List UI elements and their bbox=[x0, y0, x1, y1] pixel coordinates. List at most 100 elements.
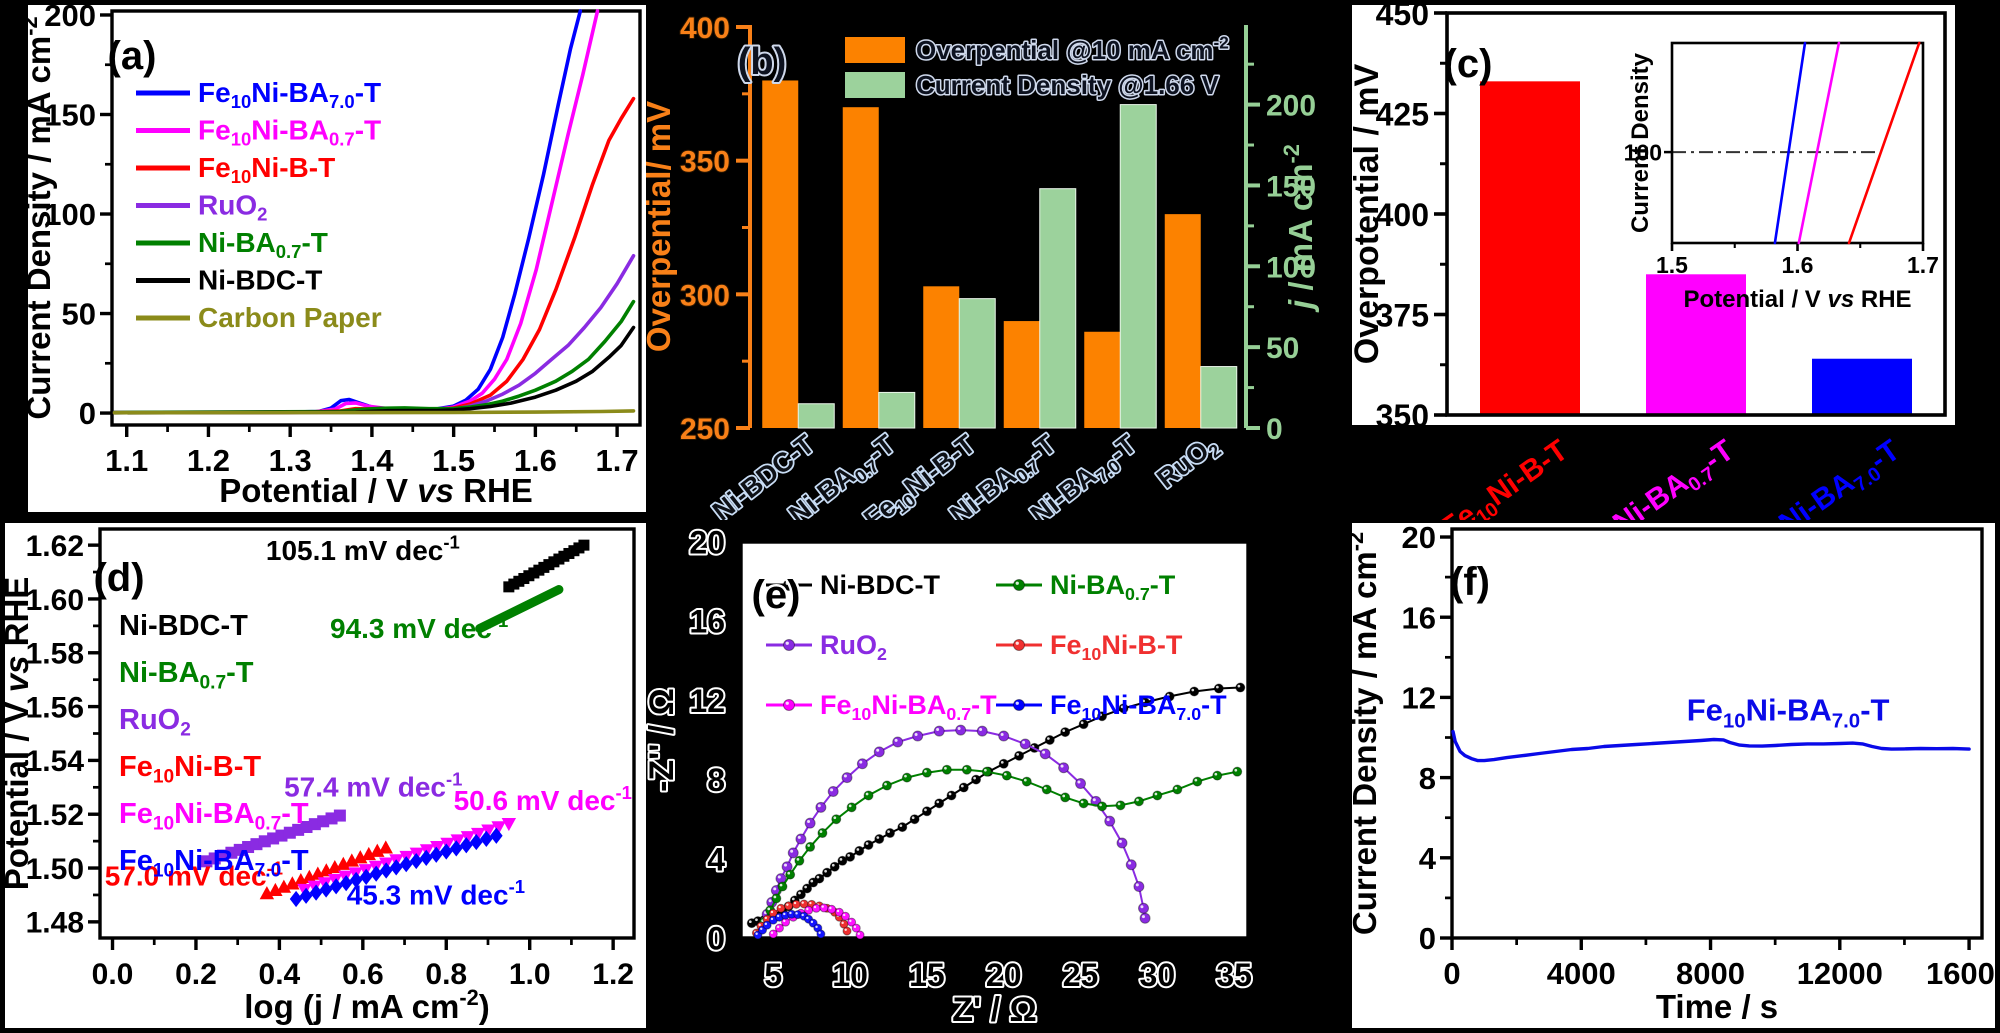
svg-text:400: 400 bbox=[680, 12, 730, 45]
svg-text:Overpential @10 mA cm-2: Overpential @10 mA cm-2 bbox=[916, 33, 1229, 65]
svg-text:log (j / mA cm-2): log (j / mA cm-2) bbox=[244, 985, 490, 1025]
svg-text:Ni-BDC-T: Ni-BDC-T bbox=[198, 265, 322, 296]
panel-e-nyquist-chart: 5 10 15 20 25 30 35 0 4 8 12 16 20 Z' / Ω -Z'' / Ω Ni-B… bbox=[641, 520, 1352, 1033]
svg-text:8: 8 bbox=[1419, 761, 1436, 796]
svg-text:0.6: 0.6 bbox=[342, 958, 384, 991]
svg-text:375: 375 bbox=[1376, 298, 1429, 334]
svg-text:250: 250 bbox=[680, 413, 730, 446]
svg-text:100: 100 bbox=[44, 197, 96, 232]
svg-text:Ni-BA0.7-T: Ni-BA0.7-T bbox=[1050, 570, 1176, 604]
svg-text:350: 350 bbox=[680, 146, 730, 179]
svg-text:1.7: 1.7 bbox=[596, 443, 639, 478]
svg-text:1.5: 1.5 bbox=[432, 443, 475, 478]
svg-text:Ni-BA0.7-T: Ni-BA0.7-T bbox=[198, 227, 328, 262]
svg-text:0: 0 bbox=[1266, 413, 1283, 446]
svg-text:Fe10Ni-BA0.7-T: Fe10Ni-BA0.7-T bbox=[1560, 434, 1742, 520]
svg-text:4: 4 bbox=[1419, 841, 1437, 876]
svg-text:1.54: 1.54 bbox=[26, 745, 85, 778]
svg-text:0: 0 bbox=[1419, 921, 1436, 956]
svg-text:1.4: 1.4 bbox=[350, 443, 394, 478]
svg-text:Ni-BA0.7-T: Ni-BA0.7-T bbox=[119, 657, 254, 693]
tafel-slope-chart: 0.0 0.2 0.4 0.6 0.8 1.0 1.2 1.48 1.50 1.52 1.54 1.5… bbox=[0, 523, 646, 1028]
svg-text:0: 0 bbox=[1443, 956, 1460, 991]
svg-text:15: 15 bbox=[909, 957, 945, 993]
svg-text:0.2: 0.2 bbox=[175, 958, 217, 991]
svg-text:1.3: 1.3 bbox=[269, 443, 312, 478]
svg-text:(b): (b) bbox=[738, 41, 787, 83]
svg-text:Fe10Ni-BA7.0-T: Fe10Ni-BA7.0-T bbox=[119, 845, 309, 881]
svg-text:1.6: 1.6 bbox=[1782, 252, 1814, 278]
svg-text:8: 8 bbox=[707, 762, 725, 798]
svg-text:Overpotential / mV: Overpotential / mV bbox=[1352, 63, 1386, 364]
svg-text:j / mA cm-2: j / mA cm-2 bbox=[1279, 144, 1319, 313]
svg-text:Current Density: Current Density bbox=[1627, 52, 1654, 233]
svg-text:1.6: 1.6 bbox=[514, 443, 557, 478]
svg-text:Potential / V vs RHE: Potential / V vs RHE bbox=[5, 577, 35, 891]
svg-text:Fe10Ni-B-T: Fe10Ni-B-T bbox=[198, 152, 335, 187]
svg-text:Fe10Ni-BA0.7-T: Fe10Ni-BA0.7-T bbox=[198, 115, 381, 150]
svg-text:350: 350 bbox=[1376, 398, 1429, 434]
svg-text:Potential / V vs RHE: Potential / V vs RHE bbox=[219, 472, 533, 509]
svg-text:(a): (a) bbox=[108, 34, 157, 78]
svg-text:57.4 mV dec-1: 57.4 mV dec-1 bbox=[284, 769, 462, 803]
svg-text:0.8: 0.8 bbox=[425, 958, 467, 991]
svg-text:Current Density @1.66 V: Current Density @1.66 V bbox=[916, 70, 1219, 100]
svg-text:150: 150 bbox=[1266, 170, 1316, 203]
svg-text:1.7: 1.7 bbox=[1907, 252, 1939, 278]
svg-text:12: 12 bbox=[689, 683, 725, 719]
svg-text:50.6 mV dec-1: 50.6 mV dec-1 bbox=[454, 782, 632, 816]
svg-text:94.3 mV dec-1: 94.3 mV dec-1 bbox=[330, 610, 508, 644]
svg-text:0: 0 bbox=[707, 921, 725, 957]
svg-text:Fe10Ni-BA7.0-T: Fe10Ni-BA7.0-T bbox=[1050, 690, 1227, 724]
svg-text:50: 50 bbox=[62, 297, 96, 332]
svg-text:Current Density / mA cm-2: Current Density / mA cm-2 bbox=[28, 16, 57, 419]
svg-text:Potential / V vs RHE: Potential / V vs RHE bbox=[1683, 286, 1911, 313]
svg-text:1.48: 1.48 bbox=[26, 907, 84, 940]
svg-text:RuO2: RuO2 bbox=[198, 190, 267, 225]
svg-text:35: 35 bbox=[1216, 957, 1252, 993]
svg-text:Fe10Ni-BA7.0-T: Fe10Ni-BA7.0-T bbox=[1687, 692, 1890, 732]
svg-text:100: 100 bbox=[1266, 251, 1316, 284]
panel-d-tafel-chart: 0.0 0.2 0.4 0.6 0.8 1.0 1.2 1.48 1.50 1.52 1.54 1.5… bbox=[0, 523, 646, 1028]
svg-text:20: 20 bbox=[689, 525, 725, 561]
dual-axis-bar-chart: 250 300 350 400 Overpential/ mV 0 50 100 150 200 j… bbox=[640, 11, 1319, 563]
svg-text:-Z'' / Ω: -Z'' / Ω bbox=[646, 688, 681, 792]
svg-text:RuO2: RuO2 bbox=[820, 630, 887, 664]
lsv-polarization-chart: 1.1 1.2 1.3 1.4 1.5 1.6 1.7 0 50 100 150 200 Potenti… bbox=[17, 0, 646, 512]
svg-text:425: 425 bbox=[1376, 97, 1429, 133]
svg-text:Fe10Ni-BA0.7-T: Fe10Ni-BA0.7-T bbox=[119, 798, 309, 834]
svg-text:(d): (d) bbox=[93, 556, 144, 600]
svg-text:(c): (c) bbox=[1444, 42, 1493, 86]
svg-text:1.2: 1.2 bbox=[592, 958, 634, 991]
svg-text:10: 10 bbox=[832, 957, 868, 993]
svg-text:50: 50 bbox=[1266, 332, 1299, 365]
svg-text:Ni-BDC-T: Ni-BDC-T bbox=[119, 610, 248, 642]
svg-text:200: 200 bbox=[1266, 90, 1316, 123]
svg-text:(e): (e) bbox=[752, 573, 801, 617]
svg-text:4: 4 bbox=[707, 841, 725, 877]
panel-b-overpotential-bar-chart: 250 300 350 400 Overpential/ mV 0 50 100 150 200 j… bbox=[640, 0, 1352, 563]
svg-text:1.2: 1.2 bbox=[187, 443, 230, 478]
svg-text:16: 16 bbox=[1402, 600, 1436, 635]
svg-text:1.62: 1.62 bbox=[26, 530, 84, 563]
svg-text:8000: 8000 bbox=[1676, 956, 1745, 991]
svg-text:1.1: 1.1 bbox=[105, 443, 148, 478]
svg-text:(f): (f) bbox=[1450, 560, 1490, 604]
svg-text:1.60: 1.60 bbox=[26, 584, 84, 617]
svg-text:105.1 mV dec-1: 105.1 mV dec-1 bbox=[266, 532, 460, 566]
svg-text:45.3 mV dec-1: 45.3 mV dec-1 bbox=[347, 876, 525, 910]
bar-chart-with-inset: 350 375 400 425 450 Fe10Ni-B-TFe10Ni-BA0.7-TF… bbox=[1348, 0, 1955, 573]
svg-text:12: 12 bbox=[1402, 681, 1436, 716]
panel-a-lsv-chart: 1.1 1.2 1.3 1.4 1.5 1.6 1.7 0 50 100 150 200 Potenti… bbox=[17, 0, 646, 512]
svg-text:200: 200 bbox=[44, 5, 96, 33]
svg-text:Ni-BDC-T: Ni-BDC-T bbox=[820, 570, 940, 600]
svg-text:Fe10Ni-B-T: Fe10Ni-B-T bbox=[1050, 630, 1183, 664]
svg-text:RuO2: RuO2 bbox=[119, 704, 191, 740]
svg-text:0.0: 0.0 bbox=[92, 958, 134, 991]
svg-text:16: 16 bbox=[689, 604, 725, 640]
svg-text:Z' / Ω: Z' / Ω bbox=[952, 991, 1036, 1029]
